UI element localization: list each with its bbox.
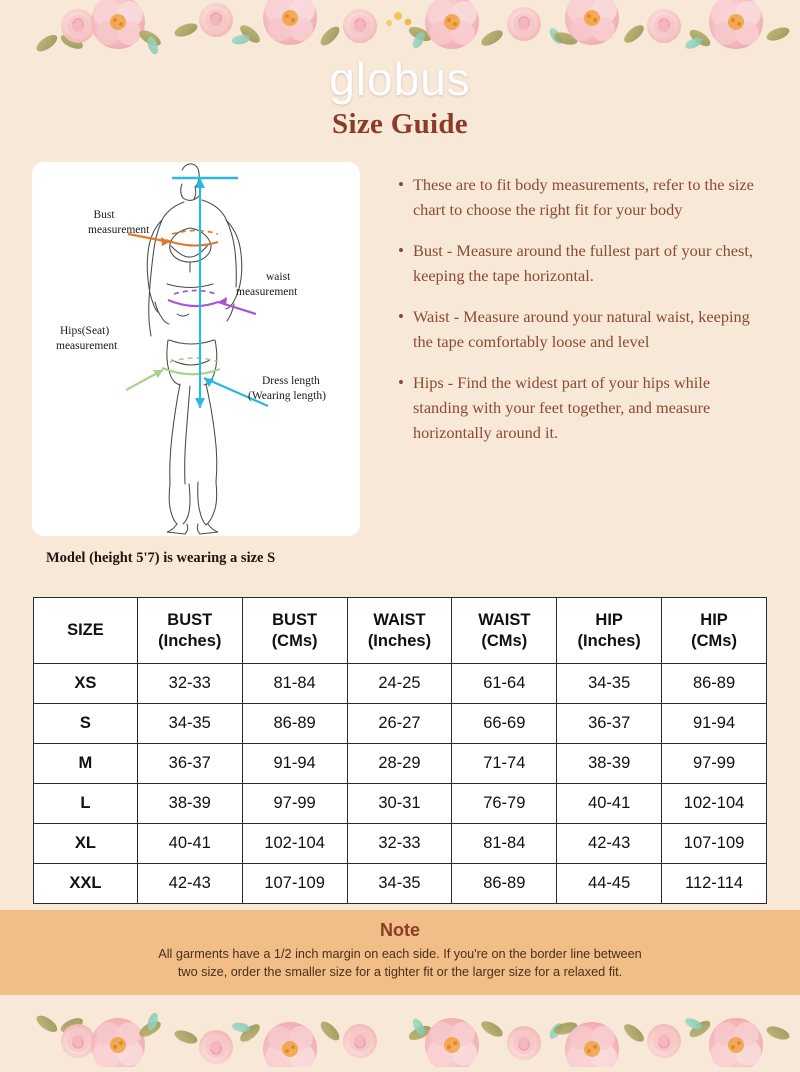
cell-waist-cms: 71-74	[451, 743, 558, 784]
cell-size: S	[33, 703, 138, 744]
table-row: XXL 42-43 107-109 34-35 86-89 44-45 112-…	[33, 863, 767, 904]
size-chart-table: SIZE BUST (Inches) BUST (CMs) WAIST (Inc…	[33, 597, 767, 904]
column-header-size: SIZE	[33, 597, 138, 664]
instruction-item: • Bust - Measure around the fullest part…	[398, 238, 768, 288]
hips-label-line1: Hips(Seat)	[60, 325, 109, 337]
instruction-item: • These are to fit body measurements, re…	[398, 172, 768, 222]
cell-hip-cms: 91-94	[661, 703, 767, 744]
cell-waist-inches: 24-25	[346, 663, 453, 704]
page-title: Size Guide	[332, 108, 468, 140]
table-row: S 34-35 86-89 26-27 66-69 36-37 91-94	[33, 703, 767, 744]
instruction-text: Bust - Measure around the fullest part o…	[412, 241, 753, 285]
cell-hip-inches: 40-41	[556, 783, 663, 824]
instruction-text: Waist - Measure around your natural wais…	[412, 307, 750, 351]
cell-waist-inches: 30-31	[346, 783, 453, 824]
cell-size: XS	[33, 663, 138, 704]
table-row: XS 32-33 81-84 24-25 61-64 34-35 86-89	[33, 663, 767, 704]
cell-bust-inches: 32-33	[136, 663, 243, 704]
cell-waist-inches: 28-29	[346, 743, 453, 784]
bullet-dot-icon: •	[398, 175, 404, 194]
table-header-row: SIZE BUST (Inches) BUST (CMs) WAIST (Inc…	[33, 597, 767, 664]
hips-measure-line	[125, 357, 221, 391]
note-title: Note	[380, 920, 420, 940]
cell-waist-cms: 61-64	[451, 663, 558, 704]
cell-hip-inches: 38-39	[556, 743, 663, 784]
cell-bust-inches: 38-39	[136, 783, 243, 824]
brand-logo: globus	[0, 52, 800, 106]
cell-bust-cms: 97-99	[241, 783, 348, 824]
instruction-text: Hips - Find the widest part of your hips…	[412, 373, 711, 442]
cell-bust-inches: 40-41	[136, 823, 243, 864]
note-section: Note All garments have a 1/2 inch margin…	[0, 910, 800, 995]
column-header-bust-cms: BUST (CMs)	[241, 597, 348, 664]
brand-name: globus	[329, 53, 471, 105]
cell-hip-cms: 112-114	[661, 863, 767, 904]
cell-bust-inches: 42-43	[136, 863, 243, 904]
column-header-hip-inches: HIP (Inches)	[556, 597, 663, 664]
cell-waist-cms: 76-79	[451, 783, 558, 824]
cell-waist-inches: 34-35	[346, 863, 453, 904]
cell-bust-cms: 81-84	[241, 663, 348, 704]
bust-label-line2: measurement	[88, 224, 150, 236]
column-header-waist-inches: WAIST (Inches)	[346, 597, 453, 664]
dress-label-line2: (Wearing length)	[248, 390, 326, 402]
cell-size: XL	[33, 823, 138, 864]
measurement-illustration-card: Bust measurement waist measurement Hips(…	[32, 162, 360, 536]
body-measurement-diagram: Bust measurement waist measurement Hips(…	[56, 163, 326, 535]
bust-measure-line	[127, 229, 219, 247]
waist-label-line1: waist	[266, 271, 291, 283]
cell-hip-cms: 97-99	[661, 743, 767, 784]
cell-hip-inches: 44-45	[556, 863, 663, 904]
cell-bust-cms: 107-109	[241, 863, 348, 904]
cell-hip-cms: 86-89	[661, 663, 767, 704]
note-line-2: two size, order the smaller size for a t…	[177, 965, 623, 979]
dress-label-line1: Dress length	[262, 375, 320, 387]
bullet-dot-icon: •	[398, 373, 404, 392]
cell-size: L	[33, 783, 138, 824]
column-header-bust-inches: BUST (Inches)	[136, 597, 243, 664]
table-row: M 36-37 91-94 28-29 71-74 38-39 97-99	[33, 743, 767, 784]
instruction-text: These are to fit body measurements, refe…	[412, 175, 754, 219]
instruction-item: • Hips - Find the widest part of your hi…	[398, 370, 768, 445]
cell-size: M	[33, 743, 138, 784]
column-header-hip-cms: HIP (CMs)	[661, 597, 767, 664]
cell-hip-inches: 42-43	[556, 823, 663, 864]
cell-bust-cms: 91-94	[241, 743, 348, 784]
cell-waist-cms: 66-69	[451, 703, 558, 744]
cell-hip-inches: 34-35	[556, 663, 663, 704]
measurement-instructions: • These are to fit body measurements, re…	[398, 172, 768, 461]
instruction-item: • Waist - Measure around your natural wa…	[398, 304, 768, 354]
cell-size: XXL	[33, 863, 138, 904]
model-height-note: Model (height 5'7) is wearing a size S	[46, 550, 276, 566]
bullet-dot-icon: •	[398, 307, 404, 326]
female-body-outline	[146, 163, 243, 535]
cell-waist-cms: 86-89	[451, 863, 558, 904]
cell-hip-cms: 107-109	[661, 823, 767, 864]
cell-waist-inches: 32-33	[346, 823, 453, 864]
bust-label-line1: Bust	[93, 209, 115, 221]
cell-bust-inches: 36-37	[136, 743, 243, 784]
cell-bust-cms: 86-89	[241, 703, 348, 744]
cell-hip-cms: 102-104	[661, 783, 767, 824]
cell-bust-cms: 102-104	[241, 823, 348, 864]
hips-label-line2: measurement	[56, 340, 118, 352]
dress-length-line	[172, 176, 269, 408]
cell-waist-cms: 81-84	[451, 823, 558, 864]
note-line-1: All garments have a 1/2 inch margin on e…	[158, 947, 642, 961]
table-row: XL 40-41 102-104 32-33 81-84 42-43 107-1…	[33, 823, 767, 864]
waist-label-line2: measurement	[236, 286, 298, 298]
cell-hip-inches: 36-37	[556, 703, 663, 744]
column-header-waist-cms: WAIST (CMs)	[451, 597, 558, 664]
table-row: L 38-39 97-99 30-31 76-79 40-41 102-104	[33, 783, 767, 824]
cell-waist-inches: 26-27	[346, 703, 453, 744]
floral-border-bottom	[0, 995, 800, 1072]
cell-bust-inches: 34-35	[136, 703, 243, 744]
bullet-dot-icon: •	[398, 241, 404, 260]
waist-measure-line	[167, 289, 257, 316]
